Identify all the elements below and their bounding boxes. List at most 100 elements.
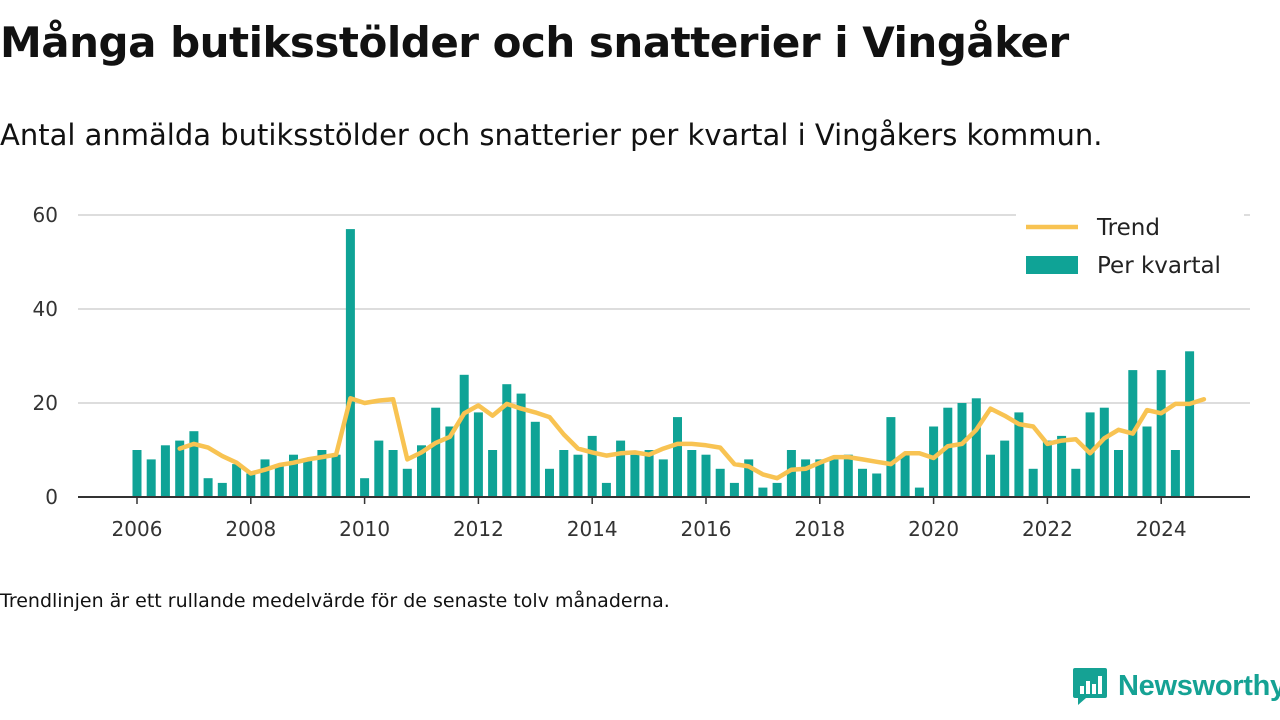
brand-name: Newsworthy <box>1118 669 1280 702</box>
bar <box>1156 370 1166 497</box>
bar <box>900 454 910 497</box>
bar <box>673 417 682 497</box>
legend-bar-swatch <box>1026 256 1078 274</box>
bar <box>1071 468 1081 497</box>
bar <box>502 384 512 497</box>
bar <box>402 468 412 497</box>
x-tick-label: 2020 <box>908 517 959 541</box>
bar <box>971 398 981 497</box>
bar <box>317 450 327 497</box>
x-tick-label: 2022 <box>1022 517 1073 541</box>
bar <box>246 473 256 497</box>
bar <box>545 468 554 497</box>
bar <box>388 450 398 497</box>
bar <box>473 412 483 497</box>
bar <box>289 454 298 497</box>
legend: Trend Per kvartal <box>1016 210 1244 288</box>
x-tick-label: 2012 <box>453 517 504 541</box>
bar <box>459 374 469 497</box>
newsworthy-logo[interactable]: Newsworthy <box>1072 666 1280 706</box>
bar <box>929 426 939 497</box>
bar <box>559 450 569 497</box>
y-tick-label: 40 <box>33 297 58 321</box>
bar <box>1057 435 1067 497</box>
newsworthy-logo-icon <box>1073 668 1107 705</box>
bar <box>644 450 654 497</box>
bar <box>858 468 867 497</box>
bar <box>986 454 995 497</box>
bar <box>274 464 284 497</box>
axes: 0 20 40 60 2006 2008 2010 2012 2014 2016 2018 2020 2… <box>33 203 1250 541</box>
bar <box>829 459 839 497</box>
legend-trend-label: Trend <box>1096 215 1160 241</box>
bar <box>1099 407 1109 497</box>
x-tick-label: 2010 <box>339 517 390 541</box>
bar <box>530 421 540 497</box>
bar <box>729 482 739 497</box>
bar <box>957 403 967 497</box>
chart-title: Många butiksstölder och snatterier i Vin… <box>0 18 1069 67</box>
trend-line <box>177 396 1207 481</box>
bar <box>1042 440 1052 497</box>
bar <box>331 454 341 497</box>
bar <box>687 450 697 497</box>
bar <box>801 459 811 497</box>
x-tick-label: 2016 <box>681 517 732 541</box>
footnote: Trendlinjen är ett rullande medelvärde f… <box>0 590 670 612</box>
bar <box>146 459 156 497</box>
bar <box>1142 426 1152 497</box>
bar <box>260 459 270 497</box>
y-tick-label: 0 <box>45 485 58 509</box>
bar <box>360 478 370 497</box>
bar <box>217 482 227 497</box>
legend-bar-label: Per kvartal <box>1097 253 1221 279</box>
bar <box>1170 450 1180 497</box>
bar <box>175 440 185 497</box>
bar <box>445 426 455 497</box>
x-tick-label: 2024 <box>1136 517 1187 541</box>
bar <box>431 407 441 497</box>
bar <box>843 454 853 497</box>
bar <box>189 431 199 497</box>
bar <box>886 417 896 497</box>
trend-line-layer <box>177 396 1207 481</box>
bar <box>132 450 142 497</box>
legend-background <box>1016 210 1244 288</box>
bar <box>772 482 782 497</box>
chart-subtitle: Antal anmälda butiksstölder och snatteri… <box>0 118 1103 152</box>
bar <box>203 478 213 497</box>
bar <box>744 459 754 497</box>
bar <box>345 229 355 497</box>
bar <box>701 454 711 497</box>
bar <box>417 445 426 497</box>
bar <box>516 393 526 497</box>
bars-per-kvartal <box>132 229 1195 497</box>
bar <box>658 459 668 497</box>
bar <box>872 473 882 497</box>
bar <box>303 459 313 497</box>
bar <box>616 440 626 497</box>
bar <box>1114 450 1123 497</box>
bar <box>488 450 498 497</box>
bar <box>1000 440 1010 497</box>
bar <box>160 445 170 497</box>
x-tick-label: 2008 <box>225 517 276 541</box>
y-tick-label: 20 <box>33 391 58 415</box>
bar <box>815 459 825 497</box>
bar <box>573 454 583 497</box>
bar <box>1185 351 1195 497</box>
bar <box>1014 412 1024 497</box>
x-tick-label: 2014 <box>567 517 618 541</box>
x-tick-label: 2006 <box>112 517 163 541</box>
bar <box>758 487 768 497</box>
bar <box>601 482 611 497</box>
bar <box>715 468 725 497</box>
bar <box>374 440 384 497</box>
bar <box>1028 468 1038 497</box>
bar <box>786 450 796 497</box>
bar <box>587 435 597 497</box>
bar <box>630 454 640 497</box>
bar <box>232 464 242 497</box>
y-tick-label: 60 <box>33 203 58 227</box>
